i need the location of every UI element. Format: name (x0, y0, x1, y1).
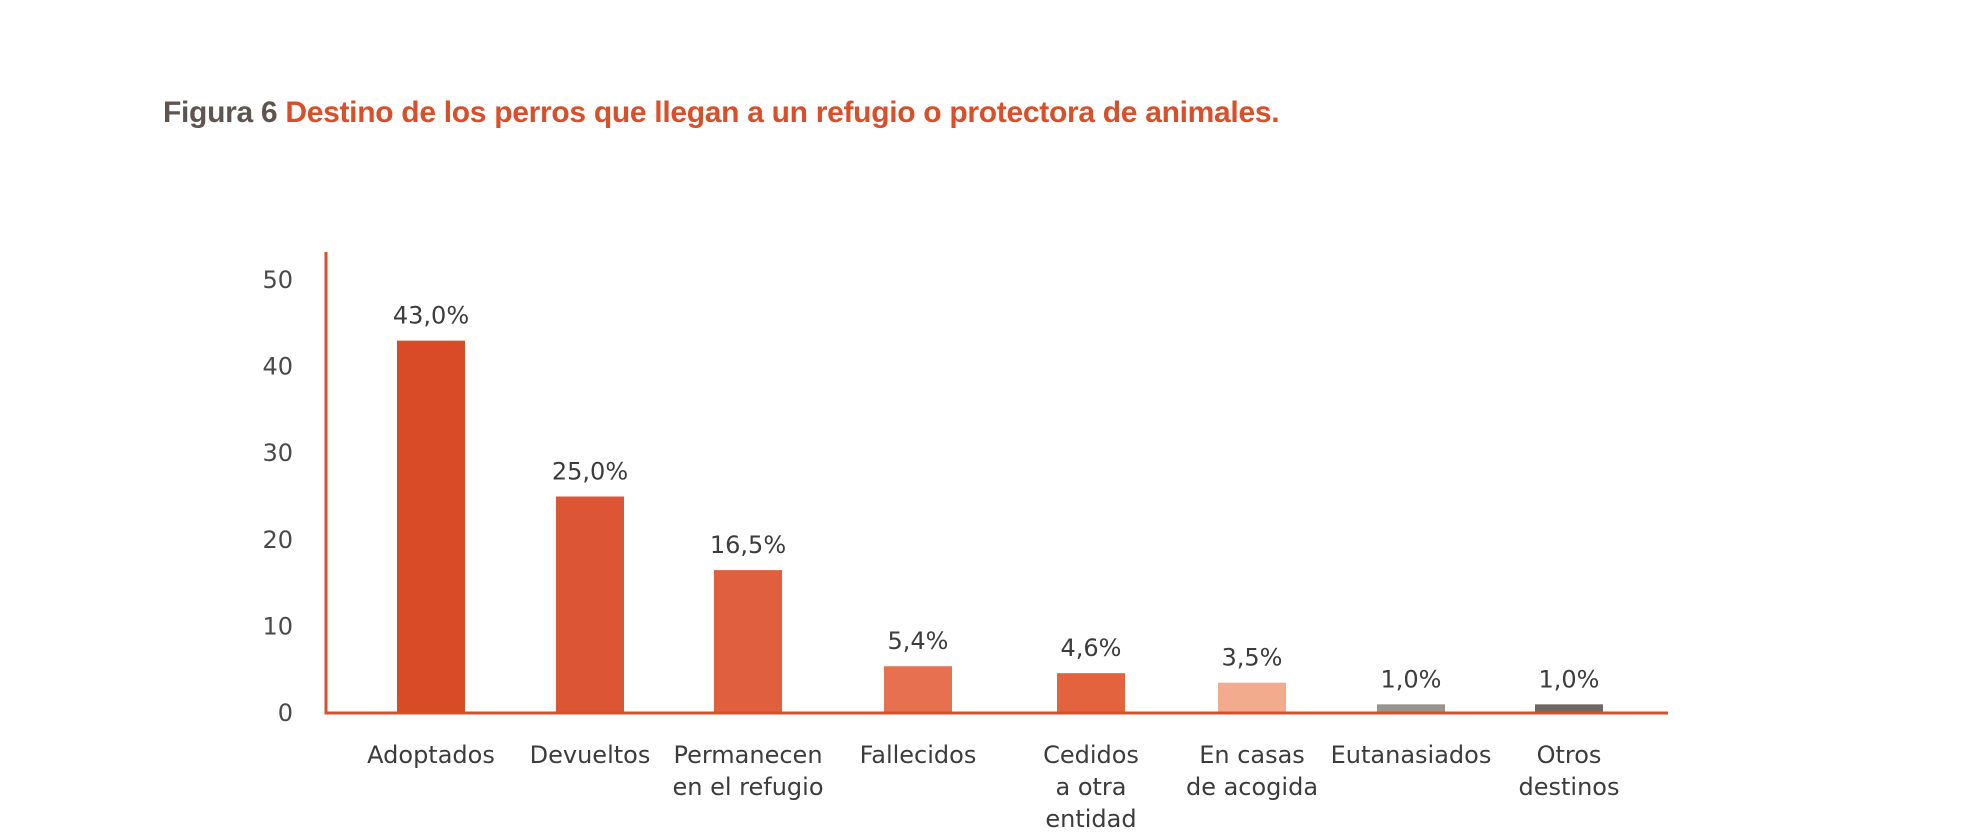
figure-caption: Destino de los perros que llegan a un re… (285, 96, 1280, 129)
category-label: Otros (1537, 741, 1602, 769)
category-label: de acogida (1186, 773, 1318, 801)
category-label: en el refugio (672, 773, 823, 801)
category-label: destinos (1519, 773, 1620, 801)
figure-title: Figura 6 Destino de los perros que llega… (163, 96, 1280, 130)
bar-0 (397, 340, 465, 713)
bar-1 (556, 496, 624, 713)
bar-3 (884, 666, 952, 713)
category-labels: Adoptados Devueltos Permanecen en el refugi… (367, 741, 1619, 833)
y-tick-label: 40 (262, 353, 293, 381)
data-label: 25,0% (552, 458, 628, 486)
figure-number: Figura 6 (163, 96, 278, 129)
data-label: 1,0% (1381, 665, 1442, 693)
data-label: 1,0% (1539, 665, 1600, 693)
y-tick-label: 50 (262, 266, 293, 294)
data-label: 16,5% (710, 531, 786, 559)
bar-2 (714, 570, 782, 713)
category-label: Eutanasiados (1331, 741, 1492, 769)
y-tick-label: 20 (262, 526, 293, 554)
category-label: Devueltos (530, 741, 651, 769)
category-label: En casas (1199, 741, 1305, 769)
data-labels: 43,0% 25,0% 16,5% 5,4% 4,6% 3,5% 1,0% 1,0% (393, 302, 1600, 694)
data-label: 3,5% (1222, 644, 1283, 672)
category-label: Fallecidos (860, 741, 977, 769)
y-axis-ticks: 0 10 20 30 40 50 (262, 266, 293, 727)
bar-4 (1057, 673, 1125, 713)
category-label: a otra (1055, 773, 1126, 801)
y-tick-label: 0 (278, 699, 293, 727)
category-label: Adoptados (367, 741, 495, 769)
data-label: 5,4% (888, 627, 949, 655)
data-label: 4,6% (1061, 634, 1122, 662)
bar-5 (1218, 682, 1286, 713)
bars (397, 340, 1603, 713)
category-label: Cedidos (1043, 741, 1139, 769)
bar-7 (1535, 704, 1603, 713)
data-label: 43,0% (393, 302, 469, 330)
category-label: Permanecen (673, 741, 822, 769)
y-tick-label: 30 (262, 439, 293, 467)
category-label: entidad (1045, 805, 1136, 833)
bar-6 (1377, 704, 1445, 713)
y-tick-label: 10 (262, 612, 293, 640)
